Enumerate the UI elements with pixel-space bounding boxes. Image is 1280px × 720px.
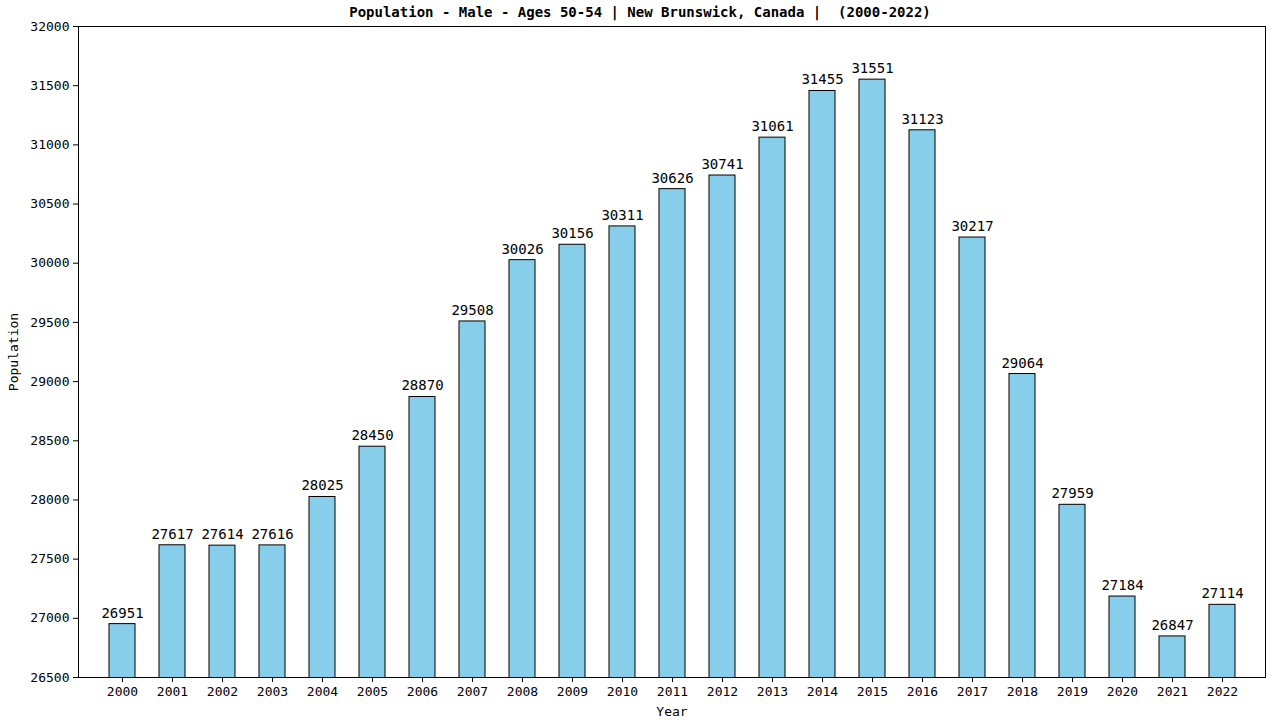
svg-text:27000: 27000 [30, 610, 69, 625]
svg-text:31551: 31551 [851, 60, 893, 76]
svg-text:Year: Year [656, 704, 687, 719]
svg-text:27614: 27614 [201, 526, 243, 542]
svg-text:30500: 30500 [30, 196, 69, 211]
svg-text:30626: 30626 [651, 170, 693, 186]
svg-text:2003: 2003 [257, 684, 288, 699]
svg-text:32000: 32000 [30, 20, 69, 34]
svg-text:2002: 2002 [207, 684, 238, 699]
svg-text:30217: 30217 [951, 218, 993, 234]
svg-text:2006: 2006 [407, 684, 438, 699]
svg-text:27617: 27617 [151, 526, 193, 542]
svg-text:2009: 2009 [557, 684, 588, 699]
svg-text:2017: 2017 [957, 684, 988, 699]
svg-text:2013: 2013 [757, 684, 788, 699]
svg-text:26847: 26847 [1151, 617, 1193, 633]
svg-text:2018: 2018 [1007, 684, 1038, 699]
svg-text:30741: 30741 [701, 156, 743, 172]
svg-text:2020: 2020 [1107, 684, 1138, 699]
svg-text:29500: 29500 [30, 315, 69, 330]
svg-text:30000: 30000 [30, 255, 69, 270]
svg-text:29000: 29000 [30, 374, 69, 389]
svg-text:31123: 31123 [901, 111, 943, 127]
svg-text:31500: 31500 [30, 78, 69, 93]
svg-text:2022: 2022 [1207, 684, 1238, 699]
svg-text:2015: 2015 [857, 684, 888, 699]
svg-text:2012: 2012 [707, 684, 738, 699]
svg-text:27959: 27959 [1051, 485, 1093, 501]
svg-text:2008: 2008 [507, 684, 538, 699]
svg-text:29064: 29064 [1001, 354, 1043, 370]
svg-text:2004: 2004 [307, 684, 338, 699]
svg-text:27114: 27114 [1201, 585, 1243, 601]
svg-text:26500: 26500 [30, 670, 69, 685]
svg-text:2010: 2010 [607, 684, 638, 699]
svg-text:2005: 2005 [357, 684, 388, 699]
svg-text:28450: 28450 [351, 427, 393, 443]
svg-text:28500: 28500 [30, 433, 69, 448]
svg-text:2016: 2016 [907, 684, 938, 699]
svg-text:31455: 31455 [801, 71, 843, 87]
svg-text:31000: 31000 [30, 137, 69, 152]
svg-text:Population: Population [6, 313, 21, 391]
svg-text:2001: 2001 [157, 684, 188, 699]
svg-text:27616: 27616 [251, 526, 293, 542]
svg-text:30156: 30156 [551, 225, 593, 241]
svg-text:27500: 27500 [30, 551, 69, 566]
svg-text:2007: 2007 [457, 684, 488, 699]
svg-text:27184: 27184 [1101, 577, 1143, 593]
svg-text:2014: 2014 [807, 684, 838, 699]
svg-text:2011: 2011 [657, 684, 688, 699]
svg-text:30311: 30311 [601, 207, 643, 223]
html-text:Population - Male - Ages 50-54: Population - Male - Ages 50-54 | New Bru… [349, 4, 931, 20]
svg-text:2000: 2000 [107, 684, 138, 699]
svg-text:2019: 2019 [1057, 684, 1088, 699]
svg-text:28000: 28000 [30, 492, 69, 507]
svg-text:31061: 31061 [751, 118, 793, 134]
svg-text:2021: 2021 [1157, 684, 1188, 699]
svg-text:26951: 26951 [101, 605, 143, 621]
svg-text:30026: 30026 [501, 241, 543, 257]
svg-text:28025: 28025 [301, 477, 343, 493]
svg-text:28870: 28870 [401, 377, 443, 393]
svg-text:29508: 29508 [451, 302, 493, 318]
